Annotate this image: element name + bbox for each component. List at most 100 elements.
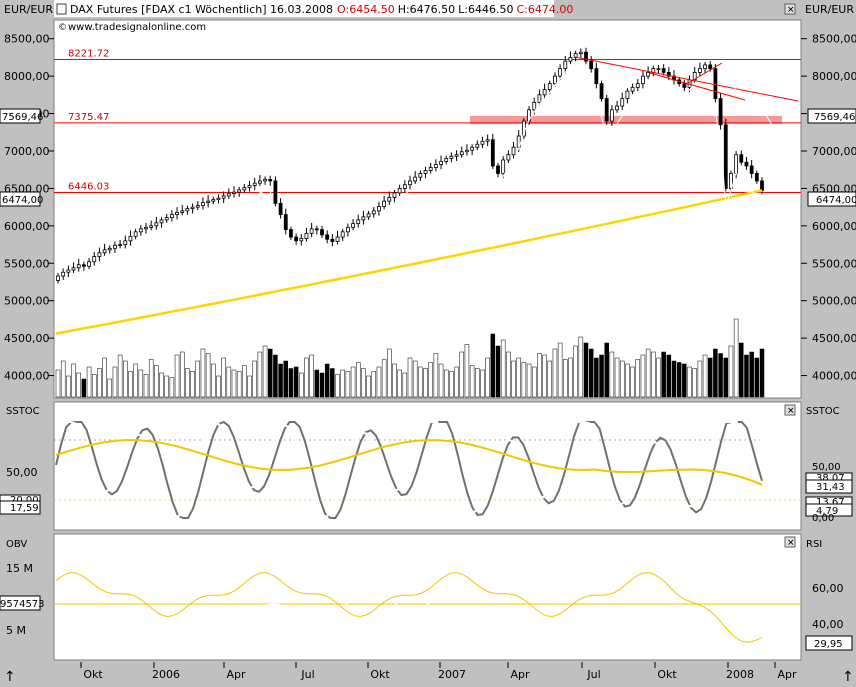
candle-body: [449, 155, 454, 159]
volume-bar: [682, 363, 687, 398]
obv-value-tag: 9574573: [0, 595, 45, 611]
volume-bar: [190, 371, 195, 398]
candle-body: [107, 247, 112, 251]
candle-body: [609, 109, 614, 122]
close-panel-button[interactable]: [784, 3, 796, 15]
candle-body: [257, 180, 262, 184]
scroll-up-icon[interactable]: ↑: [4, 669, 16, 685]
price-overlays: [55, 56, 799, 335]
candle-body: [465, 149, 469, 153]
candle-body: [330, 238, 335, 242]
high-value: H:6476.50: [398, 3, 455, 16]
price-tick-label-left: 5500,00: [4, 257, 50, 270]
volume-bar: [205, 353, 211, 398]
sstoc-left-tick: 50,00: [6, 466, 38, 479]
candle-body: [454, 154, 459, 157]
volume-bar: [81, 378, 87, 398]
candle-body: [506, 154, 511, 161]
candle-body: [480, 140, 485, 145]
candle-body: [423, 170, 428, 174]
candle-body: [356, 219, 361, 224]
candle-body: [309, 228, 314, 234]
candle-body: [268, 179, 273, 182]
candle-body: [444, 158, 449, 162]
volume-bar: [76, 372, 81, 398]
candle-body: [66, 269, 71, 273]
candle-body: [625, 90, 630, 99]
volume-bar: [66, 375, 71, 398]
candlesticks: [56, 47, 764, 284]
rsi-title: RSI: [806, 539, 822, 550]
candle-body: [635, 83, 640, 88]
close-value: C:6474.00: [517, 3, 574, 16]
candle-body: [641, 75, 645, 85]
settings-checkbox[interactable]: [56, 3, 67, 15]
volume-bar: [423, 368, 428, 398]
x-axis-label: Apr: [226, 668, 246, 681]
price-tick-label-left: 8500,00: [4, 33, 50, 46]
open-value: O:6454.50: [337, 3, 395, 16]
candle-body: [749, 165, 754, 174]
level-label: 7375.47: [68, 112, 109, 123]
volume-bar: [506, 351, 511, 398]
candle-body: [563, 60, 568, 70]
candle-body: [485, 139, 490, 142]
volume-bar: [288, 368, 294, 398]
volume-bar: [687, 366, 692, 398]
volume-bar: [723, 357, 729, 398]
volume-bar: [252, 360, 257, 398]
candle-body: [242, 187, 247, 191]
volume-bar: [744, 354, 749, 398]
obv-close-button[interactable]: [784, 536, 796, 548]
volume-bar: [402, 372, 408, 398]
candle-body: [345, 226, 350, 233]
candle-body: [433, 164, 438, 168]
close-icon: ✕: [787, 539, 795, 549]
x-axis-label: Okt: [657, 668, 677, 681]
price-tick-label-right: 4000,00: [812, 370, 856, 383]
price-panel: [53, 19, 802, 399]
price-tick-label-right: 7000,00: [812, 145, 856, 158]
sstoc-close-button[interactable]: [784, 404, 796, 416]
candle-body: [542, 89, 547, 96]
volume-bar: [428, 362, 433, 398]
volume-bar: [713, 348, 718, 398]
candle-body: [71, 267, 76, 271]
candle-body: [123, 240, 128, 245]
left-edge-value: 7569,46: [2, 112, 43, 123]
candle-body: [325, 234, 330, 240]
volume-bar: [387, 348, 392, 398]
volume-bar: [174, 354, 180, 398]
left-close-tag: 6474,00: [0, 191, 43, 207]
candle-body: [211, 199, 216, 202]
volume-bar: [573, 345, 578, 398]
candle-body: [594, 68, 599, 85]
candle-body: [61, 271, 66, 277]
volume-bar: [728, 345, 734, 398]
volume-bar: [412, 360, 418, 398]
candle-body: [729, 173, 733, 189]
price-tick-label-right: 8500,00: [812, 33, 856, 46]
volume-bar: [231, 369, 237, 398]
volume-bar: [588, 348, 594, 398]
volume-bar: [330, 368, 335, 398]
candle-body: [128, 235, 133, 242]
candle-body: [113, 244, 117, 249]
price-tick-label-right: 5000,00: [812, 295, 856, 308]
candle-body: [320, 229, 324, 236]
volume-bar: [60, 360, 66, 398]
right-edge-tag: 7569,46: [807, 108, 856, 124]
candle-body: [278, 202, 283, 216]
volume-bar: [340, 369, 345, 398]
volume-bar: [671, 360, 677, 398]
x-axis-label: 2008: [726, 668, 754, 681]
volume-bar: [557, 342, 563, 398]
candle-body: [263, 179, 267, 182]
volume-bar: [547, 360, 553, 398]
rsi-tick-60: 60,00: [812, 582, 844, 595]
x-axis-label: 2006: [152, 668, 180, 681]
volume-bar: [299, 372, 304, 398]
trend-line: [574, 56, 799, 102]
scroll-up-icon[interactable]: ↑: [842, 669, 854, 685]
candle-body: [703, 64, 707, 70]
